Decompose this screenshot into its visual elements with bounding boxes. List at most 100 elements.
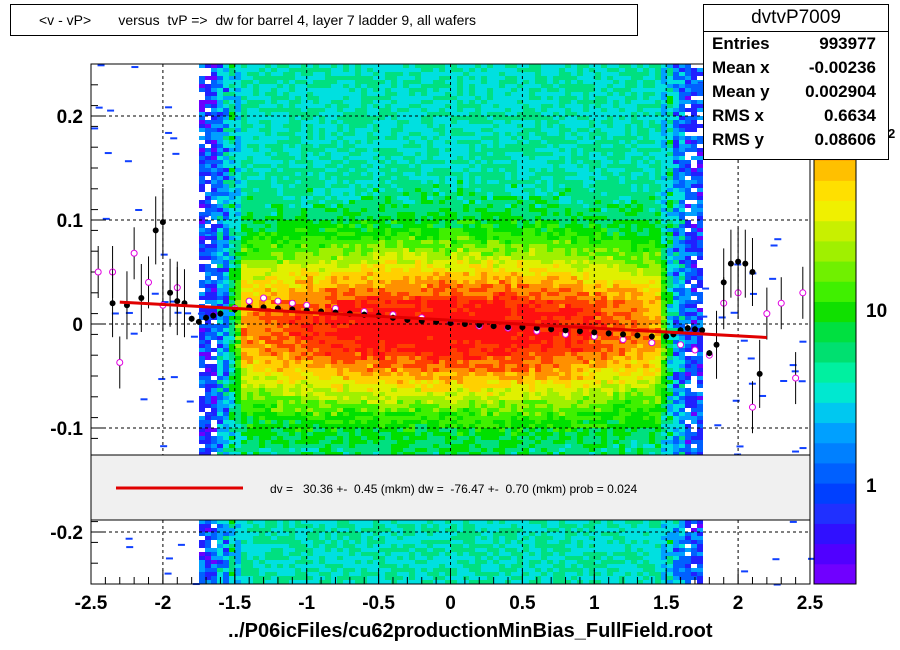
heat-cell (385, 104, 391, 108)
heat-cell (241, 252, 247, 256)
heat-cell (277, 440, 283, 444)
heat-cell (295, 228, 301, 232)
heat-cell (319, 448, 325, 452)
heat-cell (295, 172, 301, 176)
heat-cell (229, 268, 235, 272)
heat-cell (295, 352, 301, 356)
heat-cell (271, 120, 277, 124)
heat-cell (319, 552, 325, 556)
heat-cell (271, 184, 277, 188)
heat-cell (379, 112, 385, 116)
heat-cell (199, 104, 205, 108)
heat-cell (217, 220, 223, 224)
heat-cell (241, 196, 247, 200)
heat-cell (295, 432, 301, 436)
heat-cell (361, 528, 367, 532)
heat-cell (427, 356, 433, 360)
heat-cell (319, 424, 325, 428)
heat-cell (211, 64, 217, 68)
heat-cell (409, 356, 415, 360)
heat-cell (265, 128, 271, 132)
heat-cell (403, 176, 409, 180)
heat-cell (409, 436, 415, 440)
heat-cell (217, 224, 223, 228)
heat-cell (307, 432, 313, 436)
heat-cell (361, 184, 367, 188)
heat-cell (337, 168, 343, 172)
heat-cell (253, 420, 259, 424)
heat-cell (247, 364, 253, 368)
heat-cell (385, 452, 391, 456)
heat-cell (313, 540, 319, 544)
heat-cell (379, 72, 385, 76)
heat-cell (367, 108, 373, 112)
heat-cell (307, 88, 313, 92)
heat-cell (301, 292, 307, 296)
heat-cell (259, 72, 265, 76)
heat-cell (373, 176, 379, 180)
heat-cell (259, 204, 265, 208)
heat-cell (259, 64, 265, 68)
heat-cell (289, 268, 295, 272)
heat-cell (373, 196, 379, 200)
heat-cell (403, 540, 409, 544)
heat-cell (229, 532, 235, 536)
heat-cell (421, 392, 427, 396)
heat-cell (415, 572, 421, 576)
heat-cell (223, 292, 229, 296)
heat-cell (313, 232, 319, 236)
heat-cell (277, 412, 283, 416)
heat-cell (295, 412, 301, 416)
heat-cell (307, 360, 313, 364)
heat-cell (205, 152, 211, 156)
heat-cell (319, 524, 325, 528)
heat-cell (355, 280, 361, 284)
heat-cell (349, 236, 355, 240)
heat-cell (427, 320, 433, 324)
heat-cell (421, 64, 427, 68)
heat-cell (235, 568, 241, 572)
heat-cell (211, 572, 217, 576)
heat-cell (319, 228, 325, 232)
heat-cell (397, 544, 403, 548)
heat-cell (427, 376, 433, 380)
heat-cell (331, 300, 337, 304)
heat-cell (415, 108, 421, 112)
heat-cell (295, 136, 301, 140)
heat-cell (337, 212, 343, 216)
heat-cell (397, 308, 403, 312)
heat-cell (289, 188, 295, 192)
heat-cell (379, 68, 385, 72)
heat-cell (349, 392, 355, 396)
heat-cell (235, 360, 241, 364)
heat-cell (343, 344, 349, 348)
heat-cell (247, 264, 253, 268)
heat-cell (259, 160, 265, 164)
heat-cell (295, 316, 301, 320)
heat-cell (199, 340, 205, 344)
heat-cell (313, 96, 319, 100)
heat-cell (337, 268, 343, 272)
heat-cell (283, 228, 289, 232)
heat-cell (313, 172, 319, 176)
heat-cell (385, 368, 391, 372)
heat-cell (415, 240, 421, 244)
heat-cell (301, 384, 307, 388)
heat-cell (421, 440, 427, 444)
heat-cell (367, 156, 373, 160)
heat-cell (307, 424, 313, 428)
heat-cell (319, 536, 325, 540)
heat-cell (271, 552, 277, 556)
heat-cell (235, 540, 241, 544)
heat-cell (271, 304, 277, 308)
heat-cell (373, 252, 379, 256)
heat-cell (241, 164, 247, 168)
heat-cell (331, 388, 337, 392)
heat-cell (397, 112, 403, 116)
heat-cell (373, 248, 379, 252)
heat-cell (385, 268, 391, 272)
heat-cell (205, 280, 211, 284)
heat-cell (385, 80, 391, 84)
heat-cell (391, 564, 397, 568)
heat-cell (367, 116, 373, 120)
